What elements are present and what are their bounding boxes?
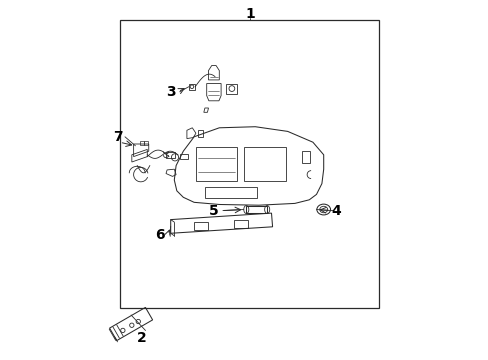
Text: 5: 5	[208, 204, 218, 217]
Bar	[140, 141, 143, 145]
Text: 3: 3	[165, 85, 175, 99]
Bar	[188, 84, 195, 90]
Bar	[196, 147, 237, 181]
Text: 1: 1	[244, 8, 254, 21]
Bar	[302, 151, 309, 163]
Bar	[144, 141, 148, 145]
Text: 7: 7	[113, 130, 122, 144]
Bar	[120, 20, 379, 308]
Bar	[226, 84, 237, 94]
Bar	[233, 220, 247, 228]
Bar	[166, 152, 175, 158]
Bar	[246, 206, 266, 213]
Text: 2: 2	[137, 331, 146, 345]
Bar	[204, 187, 257, 198]
Bar	[180, 154, 188, 159]
Text: 4: 4	[331, 204, 341, 217]
Bar	[244, 147, 285, 181]
Text: 6: 6	[155, 228, 164, 242]
Bar	[194, 222, 208, 230]
